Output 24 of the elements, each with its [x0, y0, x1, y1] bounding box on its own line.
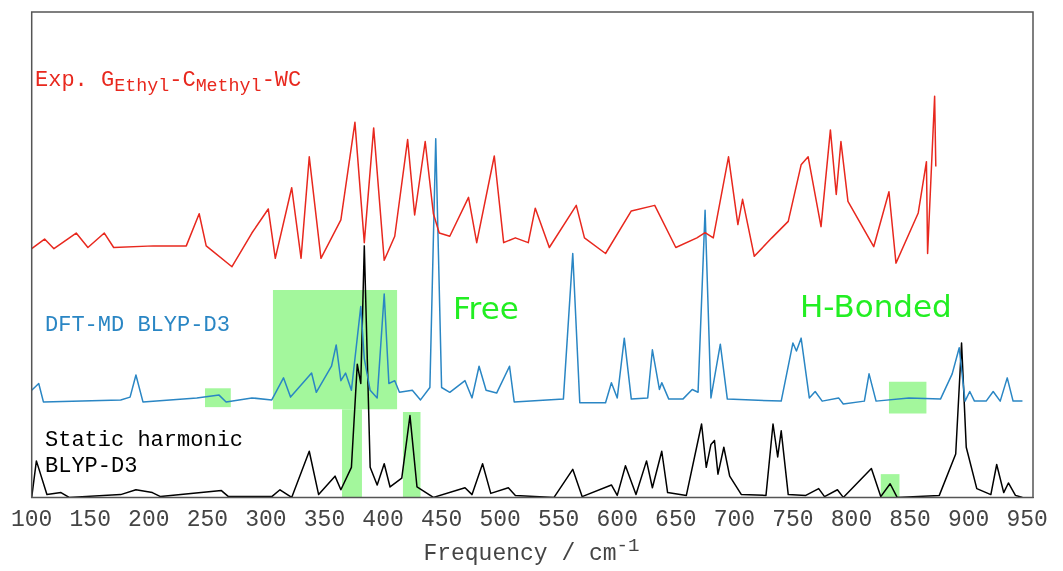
x-tick-label: 100	[10, 507, 53, 534]
x-tick-label: 950	[1006, 507, 1048, 534]
x-tick-label: 200	[128, 507, 170, 534]
x-tick-label: 400	[362, 507, 404, 534]
x-tick-label: 550	[537, 507, 580, 534]
annotation: Free	[453, 290, 519, 326]
x-tick-label: 350	[303, 507, 346, 534]
x-tick-label: 150	[69, 507, 111, 534]
x-tick-label: 500	[479, 507, 521, 534]
x-tick-label: 800	[830, 507, 873, 534]
text: Exp. G$_{Ethyl}$-C$_{Methyl}$-WC	[35, 68, 302, 100]
x-tick-label: 600	[596, 507, 638, 534]
x-tick-label: 650	[655, 507, 697, 534]
x-tick-label: 250	[186, 507, 229, 534]
x-tick-label: 300	[245, 507, 287, 534]
x-tick-label: 450	[420, 507, 463, 534]
text: DFT-MD BLYP-D3	[45, 313, 230, 339]
series-label: Static harmonic BLYP-D3	[45, 428, 244, 480]
x-axis-title: Frequency / cm$^{-1}$	[422, 535, 641, 567]
x-tick-label: 900	[947, 507, 990, 534]
x-tick-label: 750	[772, 507, 814, 534]
annotation: H-Bonded	[800, 288, 952, 324]
x-tick-label: 700	[713, 507, 756, 534]
x-tick-label: 850	[889, 507, 931, 534]
